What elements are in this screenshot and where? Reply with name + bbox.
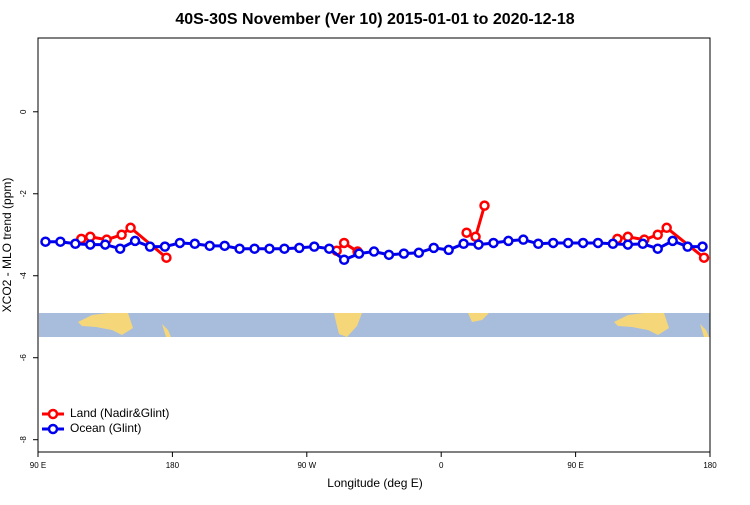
point bbox=[323, 243, 335, 254]
point bbox=[99, 239, 111, 250]
map-strip bbox=[39, 313, 710, 337]
point bbox=[129, 235, 141, 247]
point bbox=[338, 254, 350, 266]
point bbox=[577, 237, 589, 249]
point bbox=[443, 244, 454, 256]
x-tick-label: 90 E bbox=[30, 461, 46, 470]
land-shape bbox=[614, 313, 669, 335]
point bbox=[174, 237, 186, 249]
y-tick-label: -2 bbox=[19, 190, 28, 198]
land-shape bbox=[78, 313, 133, 335]
point bbox=[652, 229, 663, 241]
point bbox=[159, 241, 171, 252]
point bbox=[368, 246, 380, 257]
y-tick-label: -8 bbox=[19, 436, 28, 444]
point bbox=[219, 240, 230, 252]
x-tick-label: 0 bbox=[439, 461, 444, 470]
legend-marker bbox=[47, 423, 59, 435]
land-shape bbox=[334, 313, 362, 337]
point bbox=[503, 235, 514, 247]
point bbox=[294, 242, 305, 254]
point bbox=[40, 236, 51, 247]
x-tick-label: 90 W bbox=[297, 461, 316, 470]
point bbox=[70, 238, 81, 250]
point bbox=[234, 243, 245, 254]
point bbox=[189, 238, 201, 250]
point bbox=[518, 234, 529, 245]
point bbox=[533, 238, 544, 250]
chart-title: 40S-30S November (Ver 10) 2015-01-01 to … bbox=[175, 11, 574, 28]
point bbox=[383, 249, 395, 261]
point bbox=[264, 243, 275, 254]
point bbox=[55, 236, 66, 247]
y-tick-label: 0 bbox=[19, 109, 28, 114]
land-shape bbox=[468, 313, 489, 322]
legend-label: Land (Nadir&Glint) bbox=[70, 406, 169, 420]
point bbox=[398, 248, 410, 259]
x-tick-label: 180 bbox=[166, 461, 180, 470]
point bbox=[353, 248, 365, 259]
point bbox=[547, 237, 559, 249]
y-tick-label: -4 bbox=[19, 272, 28, 280]
point bbox=[338, 237, 350, 249]
x-axis-label: Longitude (deg E) bbox=[327, 476, 422, 490]
legend-marker bbox=[47, 408, 59, 420]
point bbox=[249, 243, 260, 254]
x-tick-label: 180 bbox=[703, 461, 717, 470]
point bbox=[637, 238, 649, 250]
point bbox=[661, 222, 672, 234]
point bbox=[85, 239, 96, 250]
point bbox=[682, 241, 693, 252]
point bbox=[309, 241, 320, 252]
point bbox=[204, 240, 215, 252]
point bbox=[125, 222, 136, 234]
point bbox=[622, 239, 634, 250]
point bbox=[652, 243, 663, 254]
point bbox=[458, 238, 469, 250]
legend-label: Ocean (Glint) bbox=[70, 421, 141, 435]
point bbox=[279, 243, 290, 254]
y-tick-label: -6 bbox=[19, 354, 28, 362]
point bbox=[413, 247, 425, 259]
point bbox=[562, 237, 574, 249]
point bbox=[607, 238, 619, 250]
y-axis-label: XCO2 - MLO trend (ppm) bbox=[0, 178, 14, 313]
land-shape bbox=[700, 324, 709, 337]
land-shape bbox=[162, 324, 171, 337]
point bbox=[667, 235, 678, 247]
plot-frame bbox=[37, 37, 711, 453]
point bbox=[698, 252, 710, 263]
point bbox=[473, 239, 484, 250]
ocean-strip bbox=[39, 313, 710, 337]
point bbox=[479, 200, 490, 211]
point bbox=[144, 241, 156, 252]
x-tick-label: 90 E bbox=[567, 461, 583, 470]
point bbox=[592, 237, 604, 249]
point bbox=[161, 252, 172, 263]
point bbox=[488, 237, 499, 249]
point bbox=[697, 241, 708, 252]
point bbox=[116, 229, 127, 241]
point bbox=[428, 242, 439, 254]
point bbox=[114, 243, 126, 254]
point bbox=[461, 227, 472, 238]
